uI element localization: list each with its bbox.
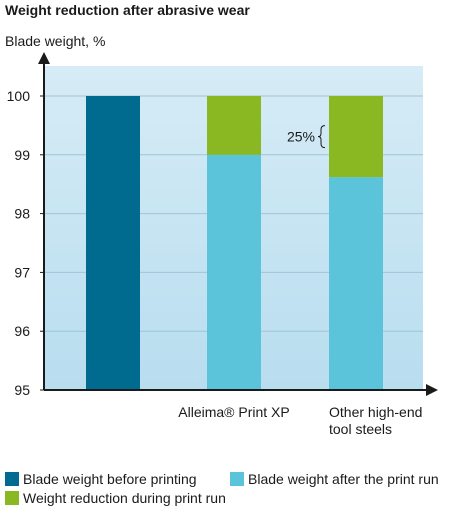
bar-segment <box>207 154 261 390</box>
y-tick-label: 100 <box>7 88 31 104</box>
legend-swatch-reduction <box>5 491 19 505</box>
legend-swatch-after <box>230 472 244 486</box>
legend-label-before: Blade weight before printing <box>23 471 197 487</box>
legend-item-after: Blade weight after the print run <box>230 471 439 487</box>
x-axis-arrowhead <box>426 384 438 396</box>
y-axis-arrowhead <box>38 52 50 64</box>
bar-segment <box>329 96 383 178</box>
annotation-label: 25% <box>287 129 315 145</box>
y-axis-title: Blade weight, % <box>5 33 106 49</box>
y-tick-label: 95 <box>14 382 30 398</box>
bars <box>86 96 383 390</box>
bar-segment <box>207 96 261 155</box>
legend-item-before: Blade weight before printing <box>5 471 197 487</box>
legend-label-reduction: Weight reduction during print run <box>23 490 226 506</box>
annotation: 25% <box>287 125 326 149</box>
x-tick-label: Alleima® Print XP <box>178 404 290 420</box>
y-tick-labels: 95 96 97 98 99 100 <box>7 88 44 398</box>
chart-title: Weight reduction after abrasive wear <box>5 2 250 18</box>
legend-item-reduction: Weight reduction during print run <box>5 490 226 506</box>
bar-segment <box>329 177 383 390</box>
legend-swatch-before <box>5 472 19 486</box>
bar-segment <box>86 96 140 390</box>
legend-label-after: Blade weight after the print run <box>248 471 439 487</box>
y-tick-label: 99 <box>14 147 30 163</box>
y-tick-label: 97 <box>14 264 30 280</box>
annotation-brace <box>317 125 326 149</box>
x-tick-label: Other high-end tool steels <box>329 404 423 437</box>
y-tick-label: 98 <box>14 206 30 222</box>
y-tick-label: 96 <box>14 323 30 339</box>
